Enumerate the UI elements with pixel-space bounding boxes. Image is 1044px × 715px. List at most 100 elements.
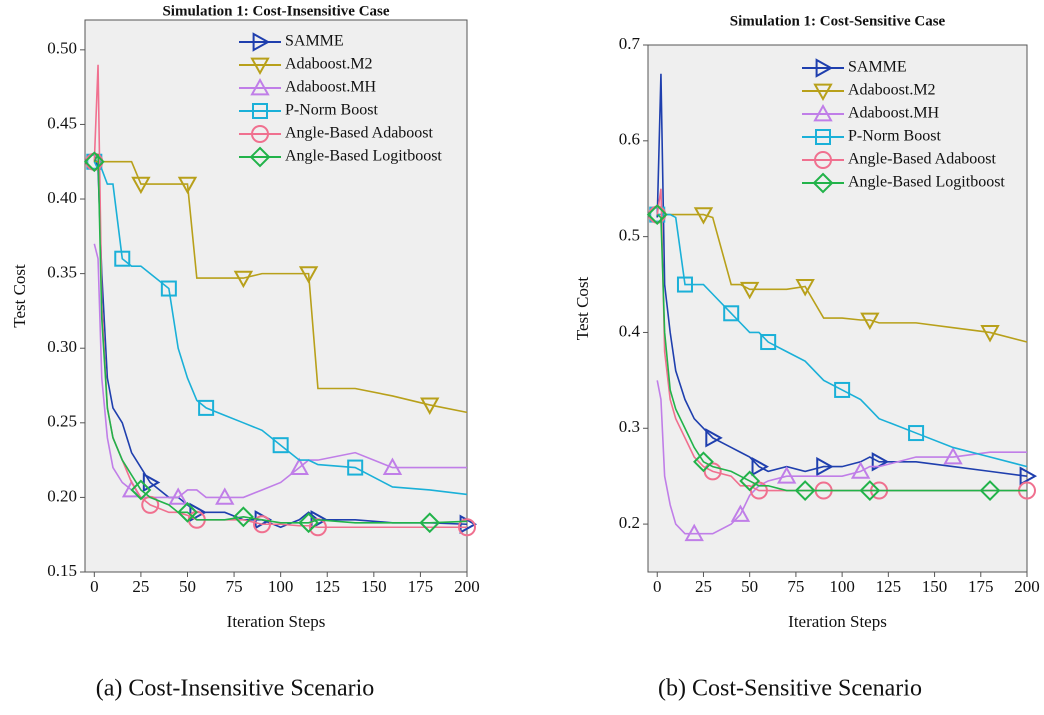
chart-title: Simulation 1: Cost-Insensitive Case <box>162 3 389 19</box>
x-tick-label: 175 <box>968 577 994 596</box>
y-tick-label: 0.4 <box>619 321 641 340</box>
marker <box>1019 466 1038 486</box>
marker <box>980 325 1000 343</box>
marker <box>249 146 271 168</box>
marker <box>859 480 881 501</box>
y-tick-label: 0.30 <box>47 337 77 356</box>
marker <box>252 32 271 52</box>
marker <box>723 305 740 322</box>
marker <box>198 399 215 416</box>
x-tick-label: 200 <box>1014 577 1040 596</box>
marker <box>760 334 777 351</box>
marker <box>310 510 328 530</box>
x-tick-label: 175 <box>408 577 434 596</box>
marker <box>272 437 289 454</box>
series-line <box>657 213 1028 343</box>
marker <box>730 504 751 522</box>
marker <box>850 461 871 479</box>
y-tick-label: 0.35 <box>47 263 77 282</box>
series-line <box>656 73 1028 477</box>
marker <box>908 425 925 442</box>
legend-label: Angle-Based Adaboost <box>848 151 997 168</box>
x-axis-label: Iteration Steps <box>788 612 887 631</box>
chart-title: Simulation 1: Cost-Sensitive Case <box>730 13 946 29</box>
marker <box>177 176 198 195</box>
marker <box>250 77 270 96</box>
caption: (a) Cost-Insensitive Scenario <box>96 676 375 702</box>
x-tick-label: 125 <box>314 577 340 596</box>
x-tick-label: 150 <box>361 577 387 596</box>
marker <box>943 446 963 465</box>
marker <box>705 428 723 448</box>
marker <box>795 279 815 297</box>
marker <box>739 470 761 492</box>
x-tick-label: 50 <box>179 577 196 596</box>
marker <box>232 506 254 528</box>
y-tick-label: 0.40 <box>47 188 77 207</box>
marker <box>860 312 880 331</box>
x-tick-label: 75 <box>226 577 243 596</box>
marker <box>776 466 797 484</box>
marker <box>794 480 816 501</box>
legend-label: Adaboost.MH <box>285 79 377 96</box>
marker <box>289 457 309 475</box>
marker <box>168 487 188 505</box>
series-line <box>93 243 467 499</box>
marker <box>419 512 441 534</box>
marker <box>751 456 769 477</box>
series-line <box>93 153 468 524</box>
plot-area <box>84 19 468 573</box>
marker <box>347 459 364 476</box>
x-tick-label: 100 <box>829 577 855 596</box>
marker <box>693 207 714 225</box>
x-tick-label: 25 <box>132 577 149 596</box>
caption: (b) Cost-Sensitive Scenario <box>658 676 922 702</box>
marker <box>189 502 207 523</box>
marker <box>979 480 1001 501</box>
legend-label: Angle-Based Adaboost <box>285 125 434 142</box>
y-tick-label: 0.25 <box>47 412 77 431</box>
marker <box>160 280 177 297</box>
legend-label: P-Norm Boost <box>848 128 941 145</box>
x-axis-label: Iteration Steps <box>227 612 326 631</box>
legend-label: P-Norm Boost <box>285 102 378 119</box>
x-tick-label: 75 <box>787 577 804 596</box>
legend-label: SAMME <box>285 33 344 50</box>
y-tick-label: 0.3 <box>619 417 640 436</box>
x-tick-label: 100 <box>268 577 294 596</box>
marker <box>684 523 704 542</box>
marker <box>813 103 833 122</box>
x-tick-label: 0 <box>90 577 99 596</box>
x-tick-label: 125 <box>876 577 902 596</box>
marker <box>250 57 270 76</box>
y-tick-label: 0.50 <box>47 39 77 58</box>
x-tick-label: 25 <box>695 577 712 596</box>
series-line <box>94 160 468 414</box>
marker <box>251 125 269 143</box>
y-tick-label: 0.20 <box>47 486 77 505</box>
legend-label: Adaboost.M2 <box>285 56 373 73</box>
marker <box>749 481 768 500</box>
marker <box>114 250 131 267</box>
y-tick-label: 0.15 <box>47 561 77 580</box>
marker <box>298 512 320 534</box>
x-tick-label: 0 <box>653 577 662 596</box>
marker <box>816 456 834 477</box>
marker <box>458 518 476 537</box>
marker <box>233 270 254 289</box>
marker <box>703 462 722 481</box>
marker <box>420 397 440 415</box>
marker <box>252 103 268 119</box>
marker <box>253 515 272 534</box>
marker <box>815 58 834 78</box>
legend-label: Adaboost.M2 <box>848 82 936 99</box>
x-tick-label: 200 <box>454 577 480 596</box>
x-tick-label: 150 <box>922 577 948 596</box>
series-line <box>657 213 1028 468</box>
y-axis-label: Test Cost <box>10 264 29 328</box>
marker <box>130 479 152 501</box>
legend-label: SAMME <box>848 59 907 76</box>
y-axis-label: Test Cost <box>573 276 592 340</box>
legend-label: Angle-Based Logitboost <box>848 174 1005 191</box>
